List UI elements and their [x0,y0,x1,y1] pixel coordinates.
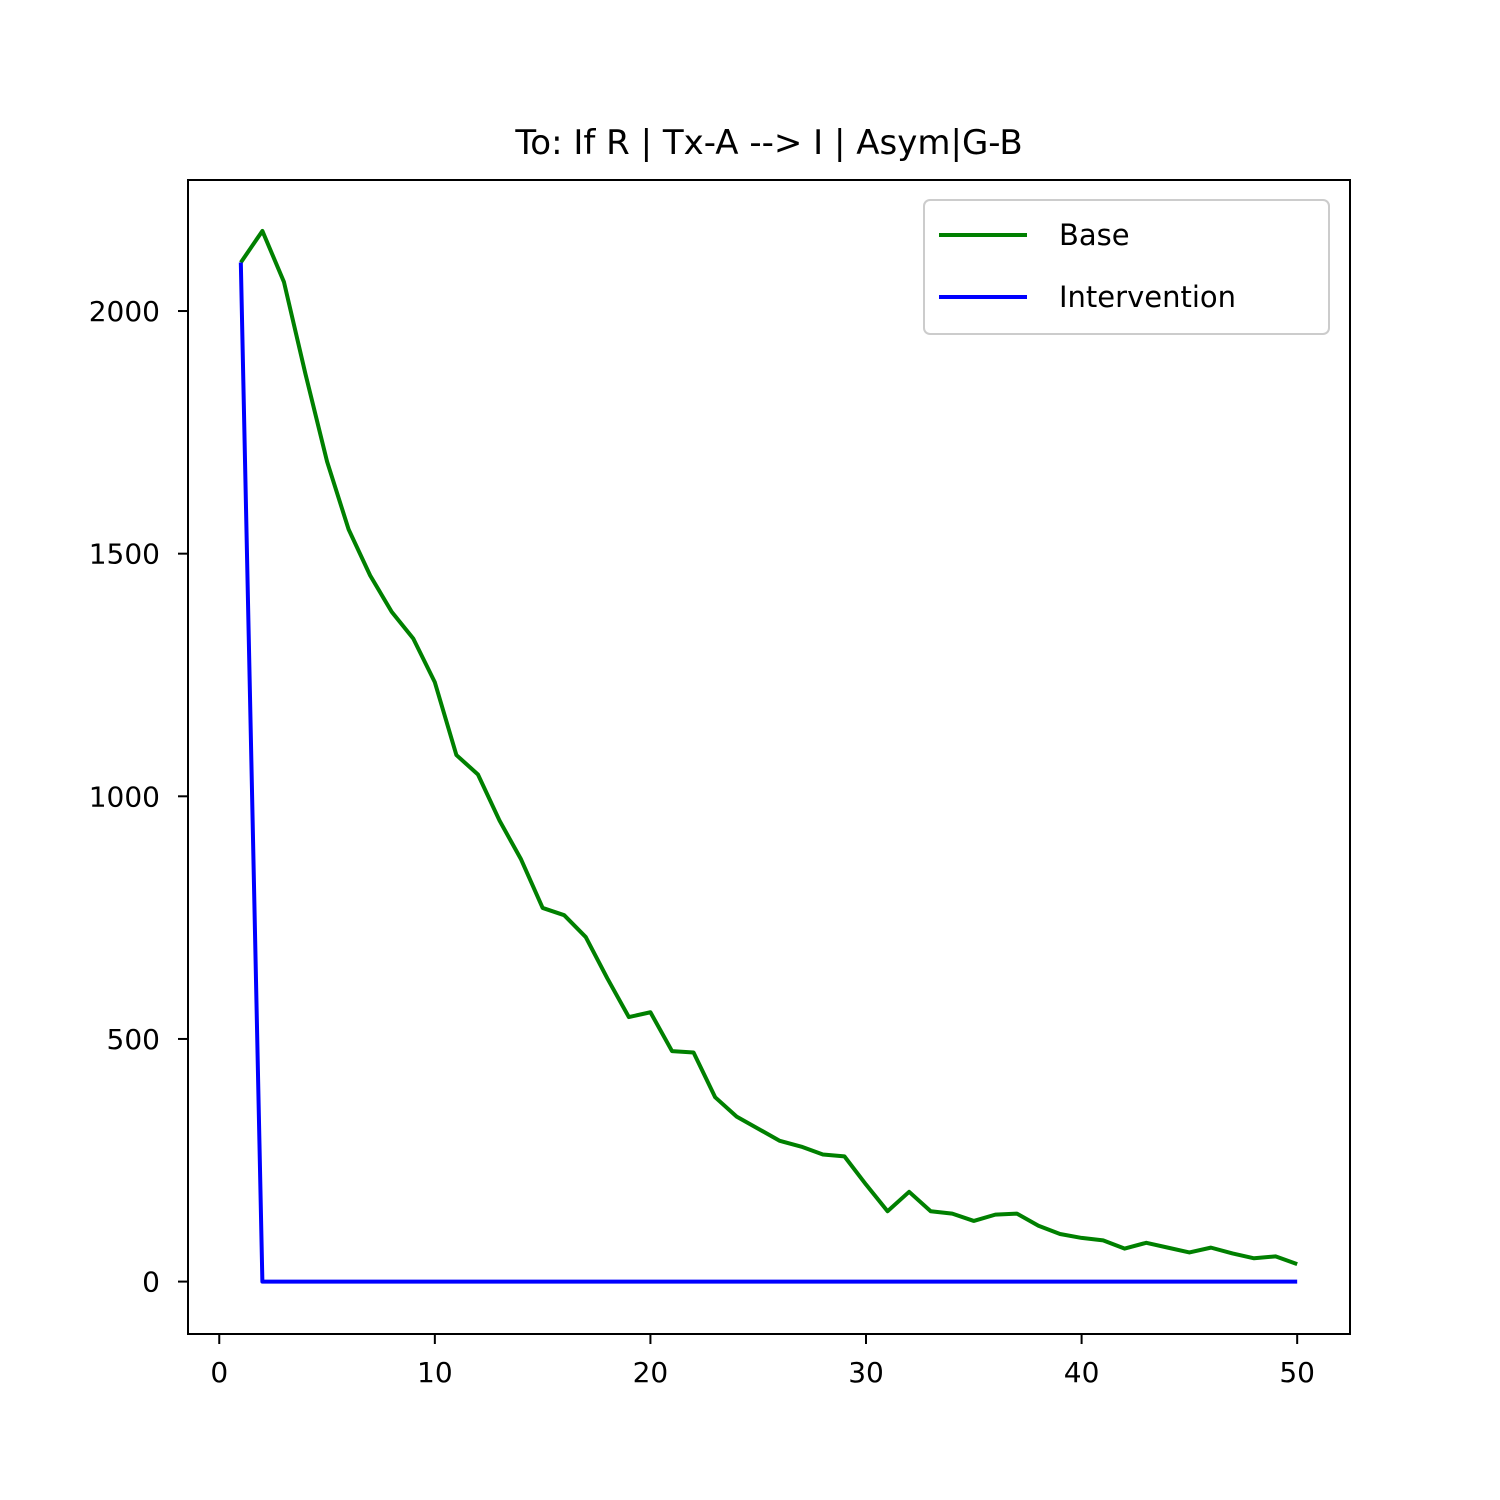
plot-frame [187,179,1351,1335]
y-tick-label: 0 [142,1266,160,1299]
x-tick-label: 40 [1064,1356,1100,1389]
series-line-intervention [238,262,1298,1284]
series-line-base [239,228,1298,1267]
series-layer [238,228,1298,1284]
x-tick-label: 10 [417,1356,453,1389]
legend-label-base: Base [1059,218,1130,252]
x-tick-label: 50 [1279,1356,1315,1389]
x-tick-label: 30 [848,1356,884,1389]
x-axis: 0 10 20 30 40 50 [210,1334,1315,1389]
legend-label-intervention: Intervention [1059,280,1236,314]
legend: Base Intervention [923,199,1330,335]
y-tick-label: 1500 [89,538,160,571]
chart-title: To: If R | Tx-A --> I | Asym|G-B [514,123,1022,163]
y-tick-label: 1000 [89,780,160,813]
y-axis: 0 500 1000 1500 2000 [89,295,188,1299]
y-tick-label: 2000 [89,295,160,328]
x-tick-label: 20 [633,1356,669,1389]
y-tick-label: 500 [107,1023,160,1056]
x-tick-label: 0 [210,1356,228,1389]
